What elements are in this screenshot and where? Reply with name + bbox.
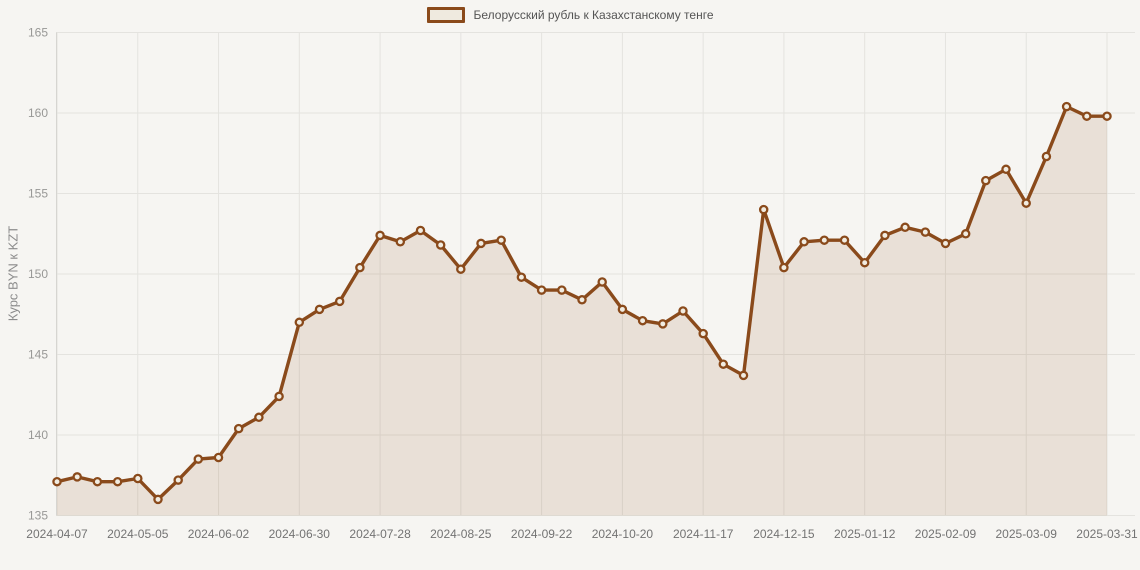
data-point-marker[interactable]	[880, 230, 890, 241]
data-point-marker[interactable]	[274, 391, 284, 402]
x-tick-label: 2025-03-09	[996, 527, 1058, 541]
data-point-marker[interactable]	[839, 235, 850, 245]
data-point-marker[interactable]	[617, 304, 628, 315]
y-tick-label: 150	[28, 267, 48, 281]
x-axis-labels: 2024-04-07 2024-05-05 2024-06-02 2024-06-30…	[26, 527, 1138, 541]
data-point-marker[interactable]	[536, 285, 547, 295]
data-point-marker[interactable]	[133, 473, 143, 484]
x-tick-label: 2024-11-17	[673, 527, 734, 541]
data-point-marker[interactable]	[577, 295, 587, 305]
data-point-marker[interactable]	[476, 238, 486, 249]
data-point-marker[interactable]	[92, 476, 103, 487]
data-point-marker[interactable]	[900, 222, 910, 233]
data-point-marker[interactable]	[557, 285, 567, 295]
data-point-marker[interactable]	[496, 235, 506, 245]
data-point-marker[interactable]	[698, 328, 708, 339]
data-point-marker[interactable]	[779, 262, 789, 273]
data-point-marker[interactable]	[193, 454, 204, 464]
data-point-marker[interactable]	[233, 423, 244, 434]
data-point-marker[interactable]	[1041, 151, 1052, 162]
x-tick-label: 2025-02-09	[915, 527, 977, 541]
data-point-marker[interactable]	[112, 476, 123, 487]
data-point-marker[interactable]	[738, 370, 749, 381]
gridlines	[56, 32, 1135, 516]
data-point-marker[interactable]	[1021, 198, 1031, 208]
x-tick-label: 2024-10-20	[592, 527, 654, 541]
x-tick-label: 2024-12-15	[753, 527, 815, 541]
x-tick-label: 2024-07-28	[349, 527, 411, 541]
y-tick-label: 160	[28, 106, 48, 120]
x-tick-label: 2025-03-31	[1076, 527, 1138, 541]
data-point-marker[interactable]	[1061, 101, 1072, 112]
legend-label: Белорусский рубль к Казахстанскому тенге	[473, 8, 714, 22]
x-tick-label: 2024-06-30	[269, 527, 331, 541]
series-area	[57, 106, 1107, 516]
x-tick-label: 2024-08-25	[430, 527, 492, 541]
data-point-marker[interactable]	[72, 472, 82, 482]
data-point-marker[interactable]	[799, 237, 809, 247]
data-points	[52, 101, 1112, 505]
data-point-marker[interactable]	[294, 317, 305, 328]
data-point-marker[interactable]	[395, 237, 406, 247]
data-point-marker[interactable]	[859, 257, 870, 268]
data-point-marker[interactable]	[415, 225, 426, 236]
y-tick-label: 140	[28, 428, 48, 442]
data-point-marker[interactable]	[920, 227, 931, 237]
x-tick-label: 2024-06-02	[188, 527, 250, 541]
x-tick-label: 2024-04-07	[26, 527, 88, 541]
data-point-marker[interactable]	[375, 230, 385, 241]
x-tick-label: 2024-09-22	[511, 527, 573, 541]
data-point-marker[interactable]	[1082, 111, 1092, 121]
data-point-marker[interactable]	[254, 412, 264, 423]
y-axis-title: Курс BYN к KZT	[5, 225, 21, 322]
y-tick-label: 145	[28, 348, 48, 362]
data-point-marker[interactable]	[981, 175, 991, 186]
data-point-marker[interactable]	[435, 240, 446, 250]
data-point-marker[interactable]	[213, 452, 224, 463]
data-point-marker[interactable]	[52, 476, 62, 487]
data-point-marker[interactable]	[516, 272, 527, 282]
data-point-marker[interactable]	[173, 475, 183, 485]
data-point-marker[interactable]	[1001, 164, 1011, 175]
y-axis-labels: 135 140 145 150 155 160 165	[28, 26, 48, 523]
x-tick-label: 2024-05-05	[107, 527, 169, 541]
data-point-marker[interactable]	[637, 315, 648, 326]
legend[interactable]: Белорусский рубль к Казахстанскому тенге	[0, 5, 1140, 25]
data-point-marker[interactable]	[456, 264, 466, 274]
data-point-marker[interactable]	[1102, 111, 1112, 121]
y-tick-label: 135	[28, 509, 48, 523]
y-tick-label: 165	[28, 26, 48, 40]
legend-swatch-icon	[426, 7, 465, 23]
data-point-marker[interactable]	[678, 306, 688, 316]
data-point-marker[interactable]	[334, 296, 345, 307]
data-point-marker[interactable]	[355, 262, 365, 273]
y-tick-label: 155	[28, 187, 48, 201]
data-point-marker[interactable]	[758, 204, 769, 215]
data-point-marker[interactable]	[314, 304, 325, 315]
data-point-marker[interactable]	[658, 319, 668, 329]
data-point-marker[interactable]	[819, 235, 830, 245]
data-point-marker[interactable]	[718, 359, 729, 369]
data-point-marker[interactable]	[597, 277, 607, 287]
data-point-marker[interactable]	[960, 229, 971, 239]
x-tick-label: 2025-01-12	[834, 527, 896, 541]
data-point-marker[interactable]	[940, 238, 951, 249]
data-point-marker[interactable]	[153, 494, 163, 505]
